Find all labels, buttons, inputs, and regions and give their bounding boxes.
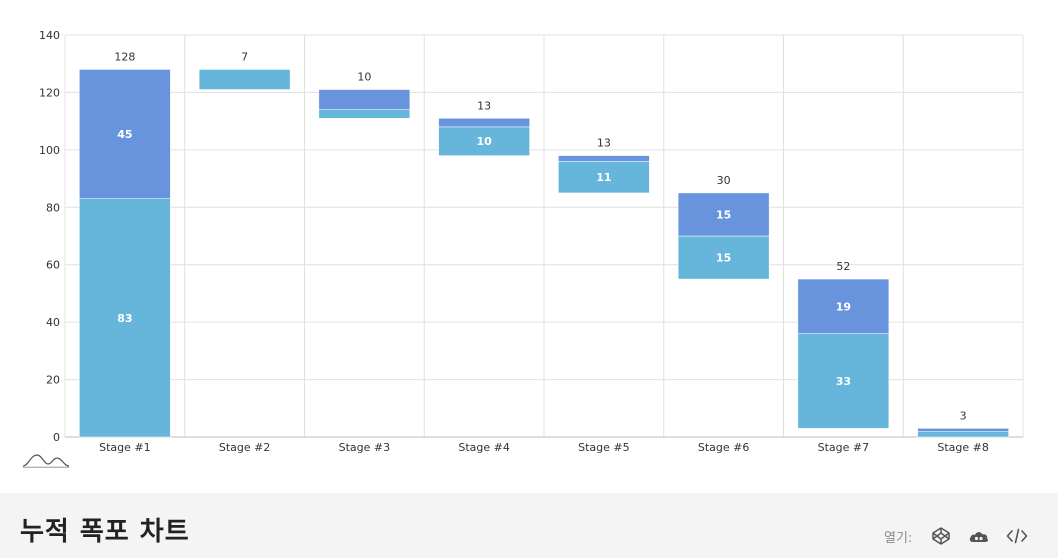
bar-value-label: 45	[117, 128, 132, 141]
bar-segment	[677, 192, 770, 237]
bar-segment	[79, 198, 171, 438]
bar-segment	[318, 89, 411, 110]
bar-segment	[318, 109, 411, 119]
y-tick-label: 40	[46, 316, 60, 329]
codepen-icon[interactable]	[930, 525, 952, 547]
y-tick-label: 120	[39, 86, 60, 99]
cloud-icon[interactable]	[968, 525, 990, 547]
amcharts-logo-icon[interactable]	[22, 452, 70, 468]
bar-value-label: 19	[836, 300, 851, 313]
bar-value-label: 33	[836, 375, 851, 388]
bar-total-label: 128	[114, 50, 135, 63]
bar-value-label: 83	[117, 312, 132, 325]
x-tick-label: Stage #2	[219, 441, 271, 454]
bar-segment	[797, 278, 890, 334]
x-tick-label: Stage #6	[698, 441, 750, 454]
bar-total-label: 13	[477, 99, 491, 112]
bar-segment	[438, 118, 530, 128]
bar-total-label: 52	[836, 260, 850, 273]
bar-value-label: 15	[716, 208, 731, 221]
y-tick-label: 140	[39, 29, 60, 42]
bar-segment	[558, 161, 650, 194]
y-tick-label: 0	[53, 431, 60, 444]
bar-segment	[198, 69, 291, 90]
code-icon[interactable]	[1006, 525, 1028, 547]
x-tick-label: Stage #3	[339, 441, 391, 454]
bar-total-label: 3	[960, 409, 967, 422]
bar-segment	[79, 69, 171, 199]
bar-value-label: 11	[596, 171, 611, 184]
bar-segment	[677, 235, 770, 280]
bar-value-label: 15	[716, 252, 731, 265]
bar-segment	[558, 155, 650, 162]
footer: 누적 폭포 차트 열기:	[0, 493, 1058, 558]
bar-total-label: 30	[717, 174, 731, 187]
bar-value-label: 10	[476, 135, 492, 148]
x-tick-label: Stage #8	[937, 441, 989, 454]
y-tick-label: 20	[46, 374, 60, 387]
bar-total-label: 13	[597, 137, 611, 150]
bar-total-label: 10	[357, 71, 371, 84]
x-tick-label: Stage #5	[578, 441, 630, 454]
x-tick-label: Stage #7	[818, 441, 870, 454]
bar-segment	[917, 428, 1009, 432]
y-tick-label: 80	[46, 201, 60, 214]
chart-svg: 0 20 40 60 80 100 120 140 128 Stage #1 7 Stage #2 10…	[39, 29, 1024, 454]
y-tick-label: 100	[39, 144, 60, 157]
x-tick-label: Stage #1	[99, 441, 151, 454]
y-tick-label: 60	[46, 259, 60, 272]
bar-segment	[917, 431, 1009, 438]
bar-total-label: 7	[241, 50, 248, 63]
bar-segment	[797, 333, 890, 429]
chart: 0 20 40 60 80 100 120 140 128 Stage #1 7 Stage #2 10…	[22, 29, 1024, 468]
x-tick-label: Stage #4	[458, 441, 510, 454]
open-label: 열기:	[884, 531, 913, 546]
page-title: 누적 폭포 차트	[20, 517, 190, 547]
